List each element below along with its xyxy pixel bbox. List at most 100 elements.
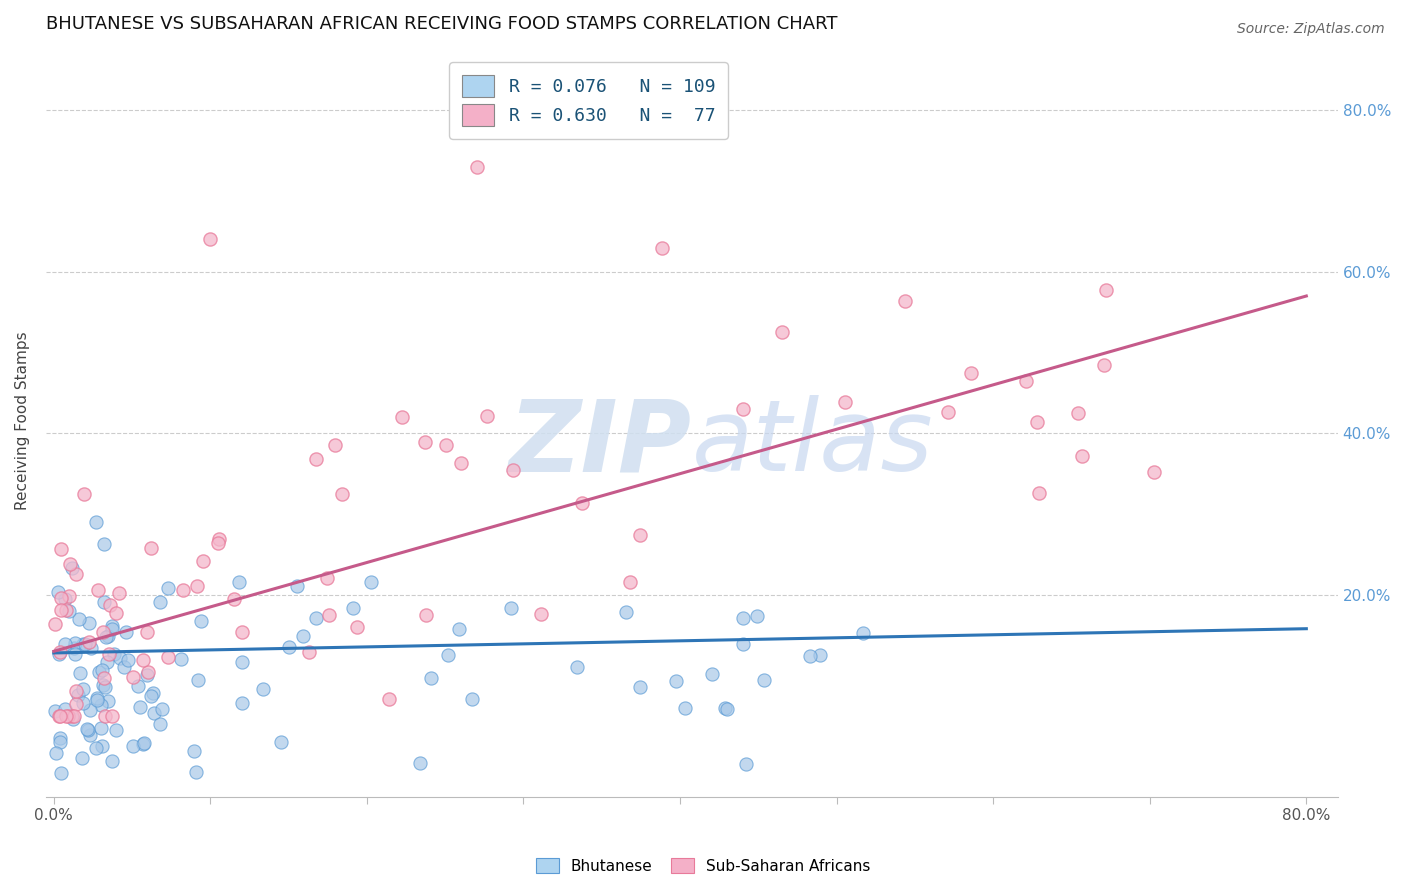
Point [127,679,149,693]
Point [673,701,696,715]
Point [65,697,87,711]
Point [252,681,274,696]
Point [360,575,382,590]
Point [101,619,124,633]
Point [270,735,292,749]
Point [114,625,136,640]
Point [65,566,87,581]
Point [183,744,205,758]
Point [72,637,94,651]
Point [59,557,82,571]
Point [110,651,132,665]
Point [616,605,638,619]
Point [108,585,131,599]
Point [190,614,212,628]
Point [86,690,108,705]
Point [49,731,72,745]
Point [377,692,399,706]
Point [55,603,77,617]
Point [186,765,208,780]
Point [277,640,299,654]
Point [129,699,152,714]
Point [65,647,87,661]
Point [936,404,959,418]
Point [460,691,482,706]
Point [44,704,66,718]
Point [51,591,73,605]
Point [63,640,86,655]
Point [665,674,688,689]
Point [48,647,70,661]
Point [69,666,91,681]
Point [745,609,768,624]
Point [44,617,66,632]
Text: atlas: atlas [692,395,934,492]
Text: ZIP: ZIP [509,395,692,492]
Point [45,746,67,760]
Point [135,625,157,640]
Point [565,659,588,673]
Point [630,527,652,541]
Point [46,585,69,599]
Point [318,607,340,622]
Point [1028,485,1050,500]
Point [53,701,76,715]
Point [91,663,114,677]
Point [49,602,72,616]
Point [770,326,793,340]
Point [330,487,353,501]
Point [86,693,108,707]
Point [77,635,100,649]
Point [501,600,523,615]
Point [571,496,593,510]
Point [97,629,120,643]
Point [104,606,127,620]
Point [70,751,93,765]
Point [200,232,222,246]
Point [1092,359,1115,373]
Point [73,637,96,651]
Point [105,723,128,738]
Point [84,515,107,529]
Point [79,615,101,630]
Point [157,581,180,595]
Point [207,536,229,550]
Point [60,560,83,574]
Point [63,709,86,723]
Point [112,660,135,674]
Text: BHUTANESE VS SUBSAHARAN AFRICAN RECEIVING FOOD STAMPS CORRELATION CHART: BHUTANESE VS SUBSAHARAN AFRICAN RECEIVIN… [46,15,838,33]
Point [72,681,94,696]
Point [94,630,117,644]
Point [60,709,83,723]
Point [136,667,159,681]
Point [228,574,250,589]
Point [716,702,738,716]
Point [53,591,76,606]
Point [76,722,98,736]
Point [132,653,155,667]
Point [63,636,86,650]
Text: Source: ZipAtlas.com: Source: ZipAtlas.com [1237,22,1385,37]
Point [98,647,121,661]
Point [172,582,194,597]
Point [97,694,120,708]
Point [132,736,155,750]
Point [702,667,724,681]
Point [619,574,641,589]
Point [65,683,87,698]
Point [323,438,346,452]
Point [305,611,328,625]
Point [87,665,110,679]
Point [415,608,437,623]
Point [121,739,143,754]
Point [162,797,184,812]
Point [346,620,368,634]
Point [960,366,983,380]
Y-axis label: Receiving Food Stamps: Receiving Food Stamps [15,332,30,510]
Point [56,709,79,723]
Point [152,702,174,716]
Point [58,604,80,618]
Point [752,673,775,687]
Point [413,435,436,450]
Point [90,739,112,753]
